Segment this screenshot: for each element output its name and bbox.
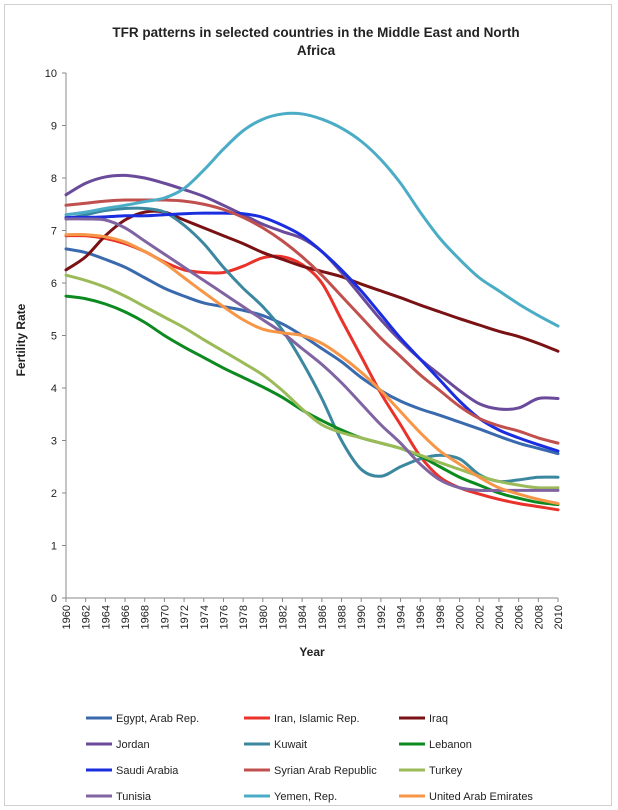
x-tick-label: 1990 xyxy=(356,605,368,629)
y-tick-label: 0 xyxy=(51,593,57,605)
y-tick-label: 5 xyxy=(51,331,57,343)
x-tick-label: 1976 xyxy=(218,605,230,629)
y-tick-label: 6 xyxy=(51,278,57,290)
chart-title-line-2: Africa xyxy=(297,43,336,58)
legend-label-lebanon: Lebanon xyxy=(429,739,472,751)
x-tick-label: 1970 xyxy=(159,605,171,629)
x-tick-label: 1962 xyxy=(81,605,93,629)
x-tick-label: 1968 xyxy=(140,605,152,629)
x-tick-label: 2002 xyxy=(474,605,486,629)
y-tick-label: 8 xyxy=(51,173,57,185)
x-tick-label: 1978 xyxy=(238,605,250,629)
legend-label-united-arab-emirates: United Arab Emirates xyxy=(429,791,533,803)
x-tick-label: 1984 xyxy=(297,605,309,629)
x-tick-label: 2004 xyxy=(494,605,506,629)
x-tick-labels: 1960 1962 1964 1966 1968 1970 1972 1974 1976 1978… xyxy=(61,605,565,629)
legend-label-tunisia: Tunisia xyxy=(116,791,152,803)
x-tick-label: 1972 xyxy=(179,605,191,629)
chart-frame xyxy=(4,4,612,806)
series-lines xyxy=(64,111,560,512)
legend-label-egypt-arab-rep: Egypt, Arab Rep. xyxy=(116,713,199,725)
x-tick-label: 1996 xyxy=(415,605,427,629)
y-tick-label: 3 xyxy=(51,436,57,448)
x-tick-label: 1966 xyxy=(120,605,132,629)
legend-label-iran-islamic-rep: Iran, Islamic Rep. xyxy=(274,713,360,725)
x-tick-label: 1982 xyxy=(277,605,289,629)
axes xyxy=(62,72,559,602)
x-tick-label: 1994 xyxy=(396,605,408,629)
series-line-iraq xyxy=(64,209,560,353)
x-axis-title: Year xyxy=(299,645,325,659)
x-tick-label: 2008 xyxy=(533,605,545,629)
legend-label-turkey: Turkey xyxy=(429,765,463,777)
y-tick-label: 1 xyxy=(51,541,57,553)
legend-label-jordan: Jordan xyxy=(116,739,150,751)
y-tick-label: 4 xyxy=(51,383,57,395)
y-tick-label: 2 xyxy=(51,488,57,500)
x-tick-label: 1964 xyxy=(100,605,112,629)
chart-title-line-1: TFR patterns in selected countries in th… xyxy=(112,25,519,40)
x-tick-label: 1988 xyxy=(337,605,349,629)
x-tick-label: 1998 xyxy=(435,605,447,629)
series-line-egypt-arab-rep xyxy=(64,247,560,456)
series-line-united-arab-emirates xyxy=(64,233,560,505)
series-line-tunisia xyxy=(64,217,560,493)
y-tick-label: 7 xyxy=(51,226,57,238)
x-tick-label: 2010 xyxy=(553,605,565,629)
y-tick-labels: 0 1 2 3 4 5 6 7 8 9 10 xyxy=(45,68,57,605)
series-line-lebanon xyxy=(64,294,560,507)
x-tick-label: 1980 xyxy=(258,605,270,629)
legend-label-saudi-arabia: Saudi Arabia xyxy=(116,765,179,777)
x-tick-label: 1960 xyxy=(61,605,73,629)
series-line-yemen-rep xyxy=(64,111,560,328)
legend: Egypt, Arab Rep. Iran, Islamic Rep. Iraq Jo… xyxy=(86,713,533,803)
x-tick-label: 1974 xyxy=(199,605,211,629)
series-line-jordan xyxy=(64,173,560,411)
legend-label-syrian-arab-republic: Syrian Arab Republic xyxy=(274,765,377,777)
series-line-kuwait xyxy=(64,206,560,484)
legend-label-kuwait: Kuwait xyxy=(274,739,307,751)
x-tick-label: 1992 xyxy=(376,605,388,629)
y-tick-label: 10 xyxy=(45,68,57,80)
legend-label-iraq: Iraq xyxy=(429,713,448,725)
x-tick-label: 2006 xyxy=(514,605,526,629)
y-tick-label: 9 xyxy=(51,121,57,133)
legend-label-yemen-rep: Yemen, Rep. xyxy=(274,791,337,803)
x-tick-label: 1986 xyxy=(317,605,329,629)
y-axis-title: Fertility Rate xyxy=(14,303,28,376)
x-tick-label: 2000 xyxy=(455,605,467,629)
